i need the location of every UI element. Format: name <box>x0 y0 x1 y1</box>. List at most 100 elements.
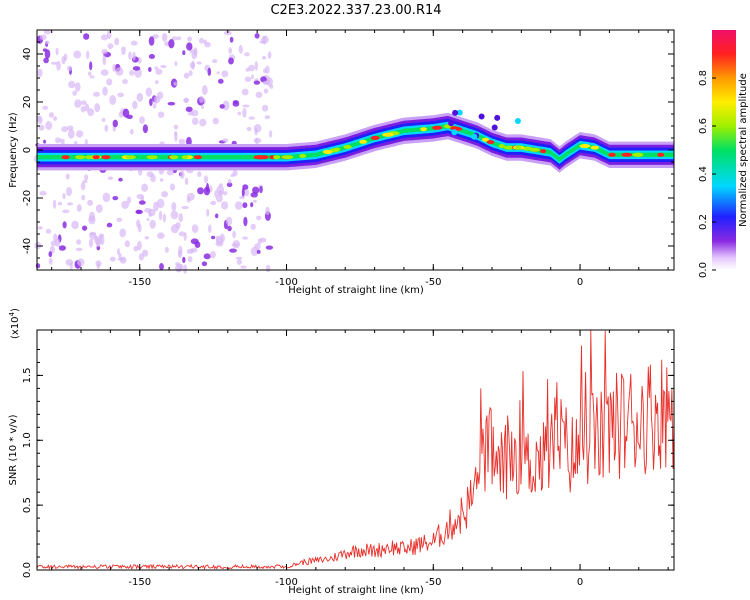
snr-ylabel: SNR (10 * v/v) <box>8 414 19 485</box>
noise-speckle <box>109 95 117 105</box>
noise-speckle <box>112 119 119 128</box>
noise-speckle <box>232 230 236 239</box>
x-tick-label: -150 <box>128 577 151 588</box>
y-tick-label: 0 <box>22 147 33 153</box>
noise-speckle <box>106 222 113 228</box>
noise-speckle <box>173 81 178 86</box>
ridge-hotspot <box>299 153 307 158</box>
peak-blob <box>452 109 459 116</box>
noise-speckle <box>132 100 138 110</box>
noise-speckle <box>100 69 109 76</box>
noise-speckle <box>130 128 134 135</box>
ridge-hotspot <box>657 152 665 157</box>
noise-speckle <box>44 49 51 59</box>
noise-speckle <box>178 231 186 237</box>
snr-xlabel: Height of straight line (km) <box>288 585 424 596</box>
noise-speckle <box>253 137 262 144</box>
noise-speckle <box>181 205 189 210</box>
noise-speckle <box>48 257 53 265</box>
noise-speckle <box>164 246 169 253</box>
noise-speckle <box>222 138 229 143</box>
noise-speckle <box>243 216 248 227</box>
noise-speckle <box>201 85 208 96</box>
noise-speckle <box>222 191 228 196</box>
noise-speckle <box>37 68 43 78</box>
noise-speckle <box>121 46 126 53</box>
noise-speckle <box>174 132 178 142</box>
noise-speckle <box>106 78 113 86</box>
noise-speckle <box>76 239 82 245</box>
noise-speckle <box>39 34 47 41</box>
noise-speckle <box>244 188 250 197</box>
peak-blob <box>451 129 458 136</box>
noise-speckle <box>45 228 52 234</box>
x-tick-label: -100 <box>275 577 298 588</box>
noise-speckle <box>149 219 156 229</box>
noise-speckle <box>262 80 270 85</box>
y-tick-label: -40 <box>22 238 33 254</box>
noise-speckle <box>99 235 105 246</box>
colorbar-tick-label: 0.2 <box>698 214 709 230</box>
noise-speckle <box>102 192 111 203</box>
noise-speckle <box>86 50 90 60</box>
noise-speckle <box>58 245 66 251</box>
noise-speckle <box>254 127 258 136</box>
noise-speckle <box>142 249 149 257</box>
noise-speckle <box>159 178 164 182</box>
noise-speckle <box>148 67 152 72</box>
ridge-hotspot <box>621 152 633 157</box>
noise-speckle <box>241 88 249 96</box>
noise-speckle <box>179 170 185 179</box>
noise-speckle <box>232 101 240 107</box>
x-tick-label: -50 <box>425 577 441 588</box>
noise-speckle <box>119 228 126 238</box>
noise-speckle <box>265 206 270 216</box>
noise-speckle <box>43 29 51 35</box>
ridge-hotspot <box>194 155 202 160</box>
noise-speckle <box>116 217 123 222</box>
noise-speckle <box>45 121 53 130</box>
x-tick-label: 0 <box>577 277 583 288</box>
noise-speckle <box>186 248 194 254</box>
noise-speckle <box>100 34 109 41</box>
noise-speckle <box>242 202 248 209</box>
noise-speckle <box>178 212 183 223</box>
noise-speckle <box>216 193 223 203</box>
noise-speckle <box>37 115 43 125</box>
spectrogram-ticks: -150 -100 -50 0 -40 -20 0 20 40 <box>22 30 674 288</box>
noise-speckle <box>75 247 83 252</box>
noise-speckle <box>254 61 258 71</box>
ridge-hotspot <box>74 155 86 160</box>
noise-speckle <box>83 33 90 40</box>
noise-speckle <box>130 40 138 46</box>
noise-speckle <box>104 124 109 132</box>
noise-speckle <box>101 117 106 122</box>
noise-speckle <box>118 177 123 182</box>
noise-speckle <box>257 238 262 245</box>
y-tick-label: 1.5 <box>22 367 33 383</box>
snr-scale-exponent: 4 <box>8 311 16 316</box>
noise-speckle <box>252 186 260 194</box>
noise-speckle <box>236 259 242 265</box>
colorbar-tick-label: 0.0 <box>698 262 709 278</box>
noise-speckle <box>265 65 270 74</box>
ridge-hotspot <box>92 155 100 160</box>
noise-speckle <box>183 264 188 274</box>
noise-speckle <box>221 201 229 210</box>
noise-speckle <box>254 33 260 39</box>
snr-frame <box>36 329 675 571</box>
noise-speckle <box>141 183 149 192</box>
noise-speckle <box>74 99 82 108</box>
ridge-hotspot <box>169 155 179 160</box>
ridge-hotspot <box>432 125 443 130</box>
ridge-hotspot <box>85 155 93 160</box>
noise-speckle <box>218 78 224 84</box>
noise-speckle <box>161 32 168 42</box>
x-tick-label: -150 <box>128 277 151 288</box>
noise-speckle <box>222 100 230 111</box>
noise-speckle <box>211 235 216 240</box>
noise-speckle <box>84 174 89 181</box>
noise-speckle <box>232 240 241 249</box>
noise-speckle <box>101 49 108 55</box>
noise-speckle <box>206 208 210 217</box>
